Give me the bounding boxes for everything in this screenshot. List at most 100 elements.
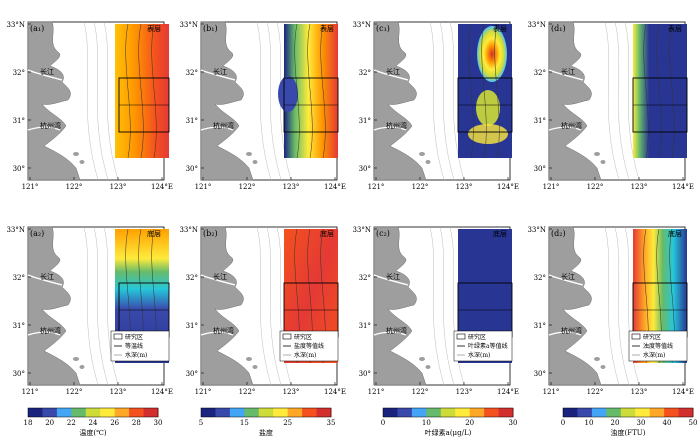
island — [416, 369, 420, 373]
island — [73, 152, 79, 156]
island — [243, 369, 247, 373]
panel-label: (b₂) — [203, 229, 218, 238]
bathymetry-contour — [93, 226, 109, 386]
colorbar-title: 盐度 — [259, 428, 273, 437]
colorbar-tick: 15 — [240, 419, 249, 427]
colorbar-tick: 35 — [327, 419, 336, 427]
colorbar-swatch — [28, 408, 43, 417]
colorbar-frame — [27, 407, 159, 418]
hangzhou-bay-water — [548, 331, 582, 336]
yangtze-river — [373, 69, 409, 81]
layer-label: 底层 — [668, 229, 682, 238]
island — [246, 152, 252, 156]
layer-label: 表层 — [147, 24, 161, 33]
isoline — [669, 23, 675, 159]
yangtze-river — [548, 69, 584, 81]
isoline — [294, 23, 300, 159]
lon-label: 122° — [412, 388, 429, 396]
island — [79, 365, 85, 369]
colorbar-tick: 5 — [199, 419, 203, 427]
island — [425, 365, 431, 369]
colorbar-swatch — [201, 408, 216, 417]
isoline — [494, 23, 500, 159]
colorbar-swatch — [606, 408, 622, 417]
bathymetry-contour — [614, 21, 630, 181]
lon-label: 124°E — [324, 183, 346, 191]
colorbar-swatch — [287, 408, 303, 417]
lon-label: 124°E — [151, 183, 173, 191]
lon-label: 124°E — [324, 388, 346, 396]
colorbar-swatch — [129, 408, 145, 417]
lon-label: 121° — [22, 183, 39, 191]
colorbar-swatch — [426, 408, 442, 417]
legend-entry: 叶绿素a等值线 — [468, 342, 508, 350]
lat-label: 31° — [534, 117, 546, 125]
colorbar-tick: 10 — [585, 419, 594, 427]
colorbar-swatch — [563, 408, 578, 417]
hangzhou-bay-label: 杭州湾 — [386, 326, 407, 335]
colorbar-tick: 40 — [663, 419, 672, 427]
panel-label: (c₂) — [376, 229, 390, 238]
colorbar-tick: 30 — [637, 419, 646, 427]
land-mass — [200, 21, 254, 181]
island — [594, 152, 600, 156]
island — [243, 164, 247, 168]
lat-label: 33°N — [179, 226, 198, 234]
layer-label: 表层 — [493, 24, 507, 33]
panel-label: (a₂) — [30, 229, 44, 238]
panel-label: (d₂) — [551, 229, 566, 238]
lat-label: 31° — [359, 117, 371, 125]
colorbar-swatch — [635, 408, 651, 417]
colorbar-sal: 5 15 25 35 盐度 — [199, 407, 336, 437]
hangzhou-bay-water — [200, 331, 234, 336]
colorbar-swatch — [244, 408, 260, 417]
colorbar-swatch — [100, 408, 116, 417]
island — [79, 160, 85, 164]
bathymetry-contour — [83, 21, 99, 181]
colorbar-tick: 28 — [132, 419, 141, 427]
legend-entry: 等温线 — [125, 342, 143, 350]
lon-label: 123° — [456, 388, 473, 396]
colorbar-swatch — [316, 408, 332, 417]
hangzhou-bay-water — [200, 126, 234, 131]
colorbar-swatch — [143, 408, 159, 417]
lat-label: 33°N — [179, 21, 198, 29]
yangtze-label: 长江 — [40, 272, 54, 281]
legend-entry: 浊度等值线 — [643, 342, 673, 350]
lon-label: 122° — [412, 183, 429, 191]
legend-entry: 研究区 — [125, 333, 143, 341]
isoline — [468, 23, 474, 159]
island — [591, 369, 595, 373]
colorbar-tick: 20 — [611, 419, 620, 427]
colorbar-tick: 25 — [283, 419, 292, 427]
legend-swatch-box — [282, 333, 292, 340]
lon-label: 124°E — [497, 183, 519, 191]
colorbar-swatch — [42, 408, 58, 417]
lat-label: 30° — [534, 370, 546, 378]
legend-entry: 研究区 — [468, 333, 486, 341]
hangzhou-bay-label: 杭州湾 — [386, 121, 407, 130]
bathymetry-contour — [429, 226, 445, 386]
bathymetry-contour — [103, 226, 119, 386]
yangtze-river — [373, 274, 409, 286]
lon-label: 122° — [239, 183, 256, 191]
colorbars: 18 20 22 24 26 28 30 温度(℃) 5 15 25 35 盐度 0 10 20 30 叶绿素a(… — [24, 407, 697, 437]
colorbar-tick: 10 — [422, 419, 431, 427]
colorbar-tick: 0 — [561, 419, 565, 427]
layer-label: 底层 — [493, 229, 507, 238]
colorbar-swatch — [498, 408, 514, 417]
land-mass — [27, 21, 81, 181]
colorbar-temp: 18 20 22 24 26 28 30 温度(℃) — [24, 407, 162, 437]
lat-label: 31° — [186, 117, 198, 125]
legend-entry: 水深(m) — [643, 351, 665, 359]
lat-label: 31° — [534, 322, 546, 330]
hangzhou-bay-water — [373, 126, 407, 131]
yangtze-river — [27, 69, 63, 81]
colorbar-tick: 24 — [89, 419, 98, 427]
lat-label: 31° — [359, 322, 371, 330]
yangtze-river — [27, 274, 63, 286]
